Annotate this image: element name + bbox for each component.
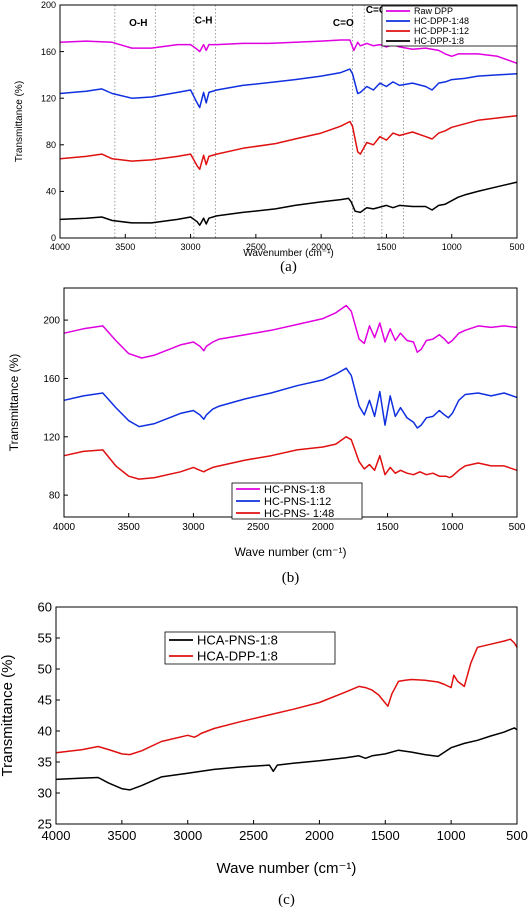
x-tick-label: 1500 — [371, 828, 400, 843]
x-tick-label: 2000 — [312, 522, 335, 533]
chart-panel-b: 4000 3500 3000 2500 2000 1500 1000 500 80 120 160 2… — [7, 287, 526, 586]
y-tick-label: 200 — [43, 316, 60, 327]
series-line-0 — [63, 304, 518, 359]
y-tick-label: 50 — [38, 662, 52, 677]
y-axis-label: Transmittance (%) — [14, 81, 25, 162]
x-tick-label: 3000 — [182, 522, 205, 533]
x-tick-label: 500 — [509, 522, 526, 533]
y-axis-label: Transmittance (%) — [0, 655, 16, 777]
legend-label: Raw DPP — [414, 6, 453, 16]
y-tick-label: 25 — [38, 817, 52, 832]
x-tick-label: 2500 — [246, 242, 266, 252]
x-tick-label: 1000 — [437, 828, 466, 843]
plot-frame — [55, 606, 518, 825]
series-line-0 — [59, 39, 518, 65]
x-tick-label: 1500 — [376, 522, 399, 533]
y-tick-label: 200 — [41, 0, 56, 10]
y-tick-label: 160 — [41, 47, 56, 57]
plot-frame — [59, 4, 518, 239]
x-tick-label: 1000 — [442, 242, 462, 252]
x-tick-label: 2000 — [311, 242, 331, 252]
x-tick-label: 2500 — [247, 522, 270, 533]
panel-caption: (c) — [278, 892, 295, 908]
legend-box — [164, 631, 336, 665]
legend-label: HC-PNS-1:12 — [264, 496, 331, 508]
series-line-3 — [59, 181, 518, 226]
legend-label: HC-DPP-1:8 — [414, 36, 464, 46]
peak-annotation: C=C — [366, 5, 386, 16]
y-tick-label: 35 — [38, 755, 52, 770]
legend-label: HC-DPP-1:48 — [414, 16, 469, 26]
x-axis-label: Wavenumber (cm⁻¹) — [243, 248, 333, 259]
x-tick-label: 2000 — [305, 828, 334, 843]
x-tick-label: 4000 — [50, 242, 70, 252]
y-tick-label: 120 — [41, 93, 56, 103]
y-tick-label: 30 — [38, 786, 52, 801]
y-tick-label: 120 — [43, 432, 60, 443]
y-tick-label: 160 — [43, 374, 60, 385]
x-tick-label: 3000 — [173, 828, 202, 843]
legend-label: HC-PNS-1:8 — [264, 484, 325, 496]
peak-annotation: O-H — [129, 18, 147, 29]
x-tick-label: 3500 — [115, 242, 135, 252]
y-tick-label: 60 — [38, 600, 52, 615]
series-line-1 — [59, 68, 518, 109]
series-line-1 — [63, 367, 518, 429]
y-tick-label: 0 — [51, 233, 56, 243]
x-tick-label: 4000 — [42, 828, 71, 843]
x-tick-label: 4000 — [53, 522, 76, 533]
x-axis-label: Wave number (cm⁻¹) — [217, 860, 357, 877]
y-tick-label: 40 — [38, 724, 52, 739]
peak-annotation: C=O — [333, 18, 354, 29]
x-tick-label: 1000 — [441, 522, 464, 533]
x-tick-label: 500 — [506, 828, 528, 843]
panel-caption: (a) — [280, 259, 297, 275]
y-axis-label: Transmittance (%) — [7, 354, 21, 452]
x-axis-label: Wave number (cm⁻¹) — [235, 545, 347, 559]
legend-label: HCA-DPP-1:8 — [197, 649, 278, 664]
legend-box — [381, 5, 518, 47]
y-tick-label: 55 — [38, 631, 52, 646]
legend-label: HCA-PNS-1:8 — [197, 633, 278, 648]
y-tick-label: 45 — [38, 693, 52, 708]
y-tick-label: 80 — [49, 491, 61, 502]
x-tick-label: 3500 — [107, 828, 136, 843]
series-line-2 — [63, 436, 518, 480]
series-line-1 — [55, 638, 518, 756]
x-tick-label: 1500 — [376, 242, 396, 252]
y-tick-label: 40 — [46, 187, 56, 197]
chart-panel-c: 4000 3500 3000 2500 2000 1500 1000 500 25 30 35 40 4… — [0, 600, 528, 908]
x-tick-label: 500 — [509, 242, 524, 252]
y-tick-label: 80 — [46, 140, 56, 150]
series-line-2 — [59, 114, 518, 171]
x-tick-label: 3000 — [181, 242, 201, 252]
series-line-0 — [55, 727, 518, 791]
legend-label: HC-DPP-1:12 — [414, 26, 469, 36]
chart-panel-a: 4000 3500 3000 2500 2000 1500 1000 500 0 40 80 120 1… — [14, 0, 525, 275]
panel-caption: (b) — [282, 570, 300, 586]
legend-label: HC-PNS- 1:48 — [264, 508, 334, 520]
peak-annotation: C-H — [195, 16, 213, 27]
x-tick-label: 3500 — [118, 522, 141, 533]
x-tick-label: 2500 — [239, 828, 268, 843]
